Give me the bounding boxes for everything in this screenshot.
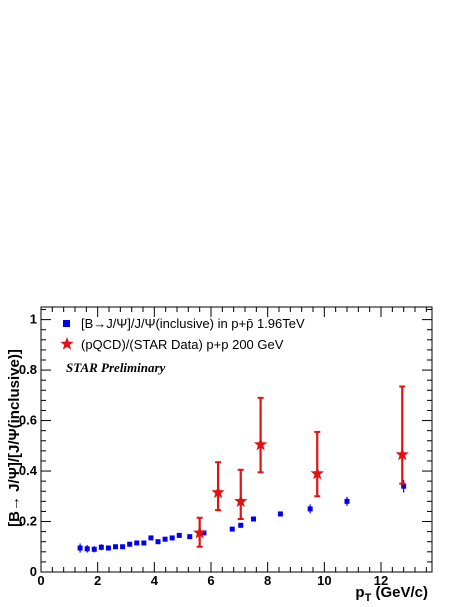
cdf-point bbox=[91, 546, 97, 552]
y-tick-label: 0.2 bbox=[19, 514, 37, 529]
annotation-star-preliminary: STAR Preliminary bbox=[66, 360, 166, 375]
cdf-point bbox=[344, 498, 350, 504]
plot-frame bbox=[40, 306, 433, 573]
x-tick-label: 4 bbox=[151, 573, 159, 588]
cdf-point bbox=[187, 534, 193, 540]
legend-marker-square bbox=[63, 320, 70, 327]
cdf-point bbox=[134, 540, 140, 546]
legend-marker-star bbox=[60, 337, 74, 350]
x-axis-title: pT (GeV/c) bbox=[355, 584, 428, 604]
cdf-point bbox=[127, 541, 133, 547]
cdf-point bbox=[77, 545, 83, 551]
cdf-point bbox=[401, 483, 407, 489]
cdf-point bbox=[155, 539, 161, 545]
pqcd-point bbox=[395, 447, 409, 461]
cdf-point bbox=[251, 516, 256, 522]
pqcd-point bbox=[234, 494, 248, 507]
legend: [B→J/Ψ]/J/Ψ(inclusive) in p+p̄ 1.96TeV (… bbox=[60, 316, 305, 352]
cdf-point bbox=[113, 544, 119, 550]
y-tick-label: 0.4 bbox=[19, 463, 38, 478]
cdf-point bbox=[98, 544, 104, 550]
cdf-point bbox=[307, 506, 313, 512]
data-series bbox=[77, 385, 409, 553]
pqcd-point bbox=[193, 525, 207, 539]
cdf-point bbox=[141, 540, 147, 546]
cdf-point bbox=[148, 535, 154, 541]
axes: 0 2 4 6 8 10 12 0 0.2 0.4 0.6 0.8 1 bbox=[19, 306, 433, 588]
pqcd-point bbox=[253, 437, 268, 451]
cdf-point bbox=[162, 536, 168, 542]
pqcd-point bbox=[211, 485, 225, 499]
cdf-point bbox=[277, 511, 283, 517]
cdf-point bbox=[229, 526, 235, 532]
y-axis-title: [B→ J/Ψ]/[J/Ψ(inclusive)] bbox=[6, 349, 23, 527]
y-tick-label: 0.6 bbox=[19, 413, 37, 428]
y-tick-label: 0.8 bbox=[19, 362, 37, 377]
x-tick-label: 10 bbox=[317, 573, 331, 588]
x-tick-label: 0 bbox=[37, 573, 44, 588]
x-tick-label: 2 bbox=[94, 573, 101, 588]
legend-label-pqcd: (pQCD)/(STAR Data) p+p 200 GeV bbox=[81, 337, 284, 352]
cdf-point bbox=[120, 544, 126, 550]
y-tick-label: 0 bbox=[30, 564, 37, 579]
cdf-point bbox=[201, 530, 207, 536]
cdf-point bbox=[169, 535, 175, 541]
x-axis-title-sub: T bbox=[365, 592, 372, 604]
cdf-point bbox=[238, 522, 244, 528]
y-tick-label: 1 bbox=[30, 312, 37, 327]
cdf-point bbox=[105, 545, 111, 551]
x-axis-title-unit: (GeV/c) bbox=[371, 584, 428, 601]
legend-label-cdf: [B→J/Ψ]/J/Ψ(inclusive) in p+p̄ 1.96TeV bbox=[81, 316, 305, 331]
cdf-point bbox=[84, 546, 90, 552]
cdf-point bbox=[176, 532, 182, 538]
x-tick-label: 8 bbox=[264, 573, 271, 588]
x-tick-label: 6 bbox=[207, 573, 214, 588]
x-tick-label: 12 bbox=[374, 573, 388, 588]
x-axis-title-main: p bbox=[355, 584, 364, 601]
pqcd-point bbox=[310, 466, 324, 480]
